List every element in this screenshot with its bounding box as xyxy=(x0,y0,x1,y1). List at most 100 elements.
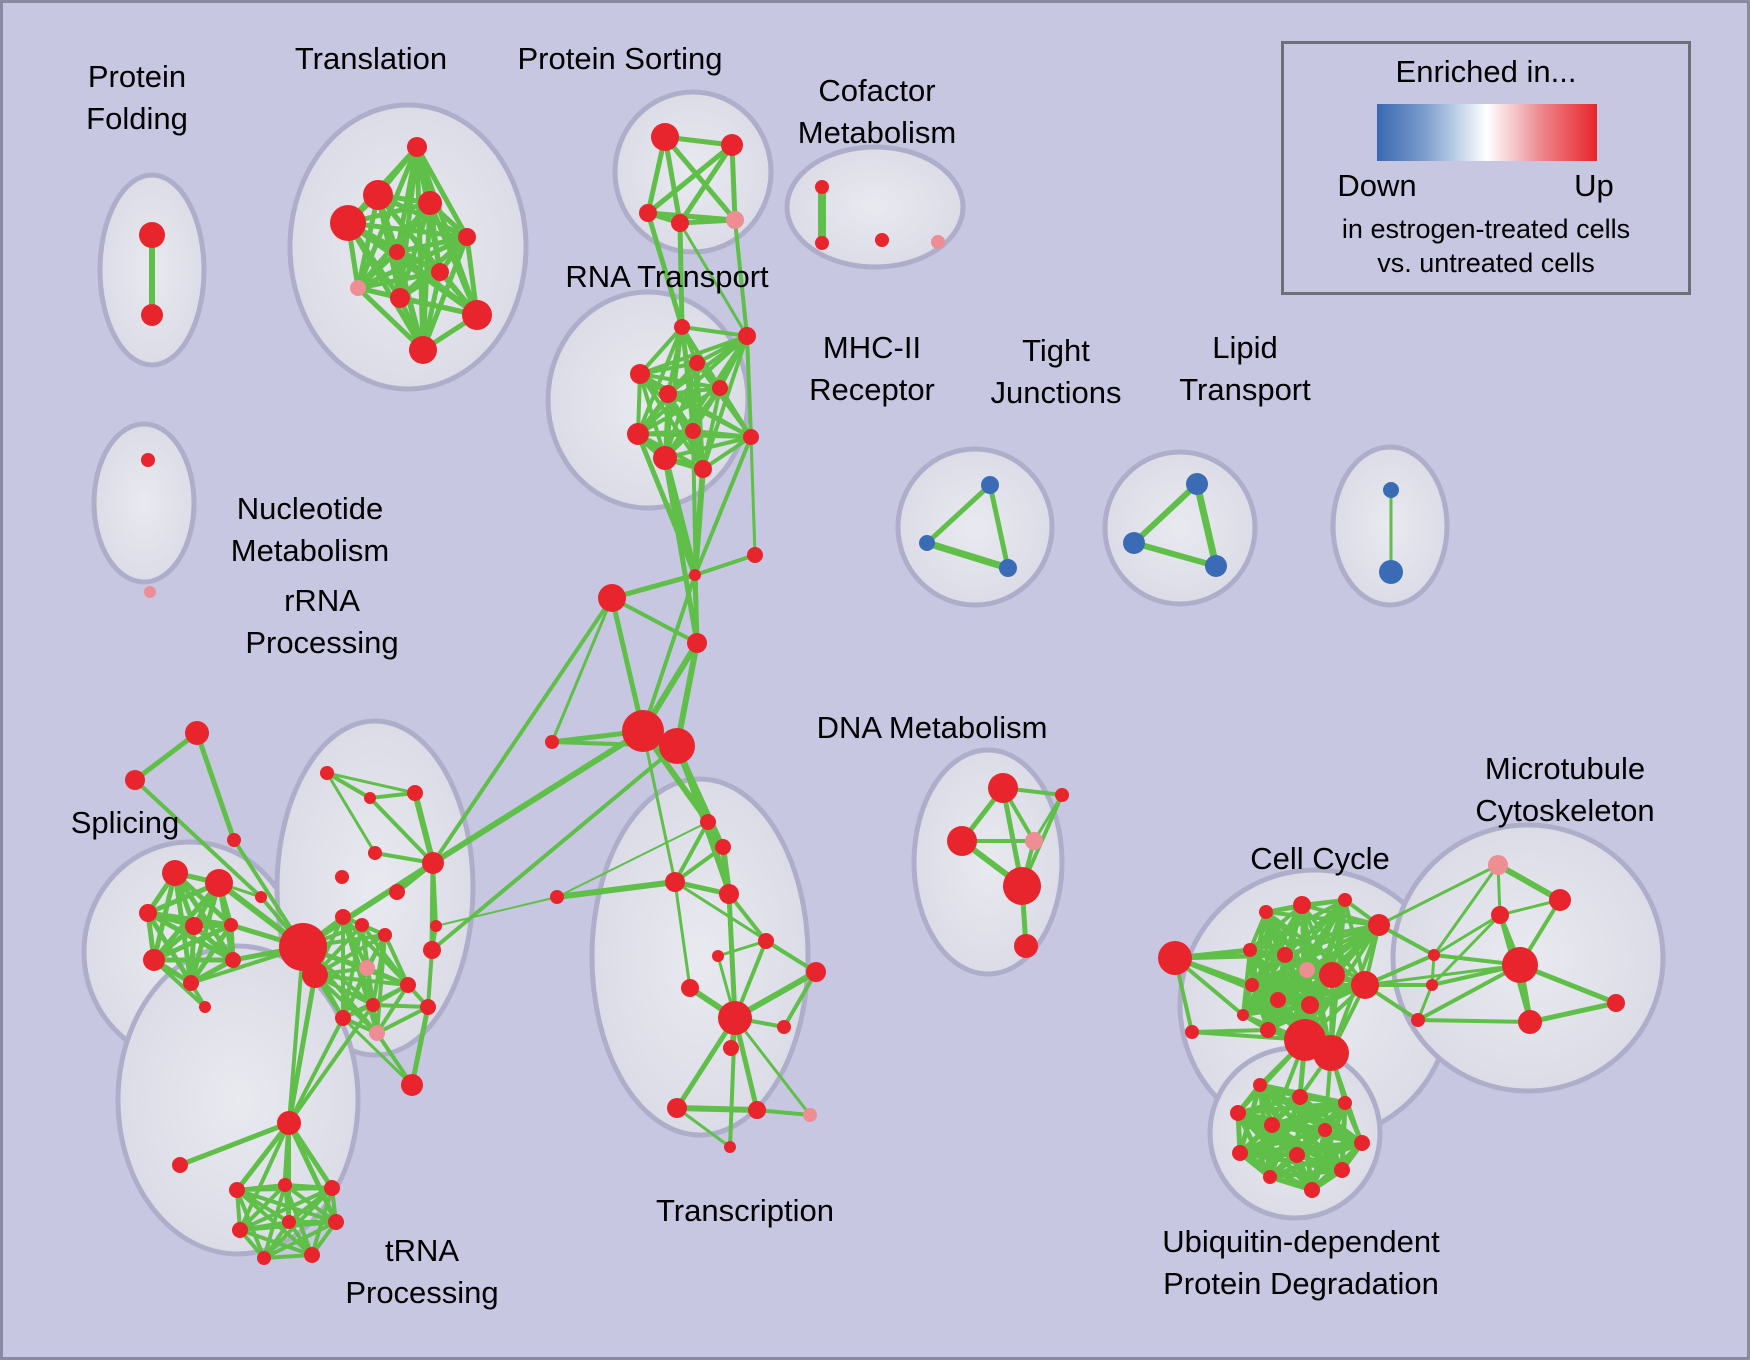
gene-set-node-104[interactable] xyxy=(777,1020,791,1034)
gene-set-node-31[interactable] xyxy=(653,446,677,470)
gene-set-node-126[interactable] xyxy=(1245,978,1259,992)
gene-set-node-86[interactable] xyxy=(229,1182,245,1198)
gene-set-node-121[interactable] xyxy=(1243,943,1257,957)
gene-set-node-42[interactable] xyxy=(144,586,156,598)
gene-set-node-50[interactable] xyxy=(185,721,209,745)
gene-set-node-73[interactable] xyxy=(355,918,369,932)
gene-set-node-1[interactable] xyxy=(141,304,163,326)
gene-set-node-40[interactable] xyxy=(1379,560,1403,584)
gene-set-node-59[interactable] xyxy=(183,975,199,991)
gene-set-node-136[interactable] xyxy=(1411,1013,1425,1027)
gene-set-node-133[interactable] xyxy=(1185,1025,1199,1039)
gene-set-node-102[interactable] xyxy=(806,962,826,982)
gene-set-node-15[interactable] xyxy=(639,204,657,222)
gene-set-node-58[interactable] xyxy=(143,949,165,971)
gene-set-node-84[interactable] xyxy=(277,1111,301,1135)
gene-set-node-144[interactable] xyxy=(1292,1089,1308,1105)
gene-set-node-124[interactable] xyxy=(1319,962,1345,988)
gene-set-node-150[interactable] xyxy=(1289,1147,1305,1163)
gene-set-node-18[interactable] xyxy=(815,180,829,194)
gene-set-node-27[interactable] xyxy=(712,380,728,396)
gene-set-node-138[interactable] xyxy=(1549,889,1571,911)
gene-set-node-146[interactable] xyxy=(1230,1105,1246,1121)
gene-set-node-5[interactable] xyxy=(330,205,366,241)
gene-set-node-112[interactable] xyxy=(947,826,977,856)
gene-set-node-127[interactable] xyxy=(1270,992,1286,1008)
gene-set-node-103[interactable] xyxy=(718,1001,752,1035)
gene-set-node-135[interactable] xyxy=(1426,979,1438,991)
gene-set-node-81[interactable] xyxy=(420,999,436,1015)
gene-set-node-20[interactable] xyxy=(875,233,889,247)
gene-set-node-22[interactable] xyxy=(674,319,690,335)
gene-set-node-30[interactable] xyxy=(743,429,759,445)
gene-set-node-107[interactable] xyxy=(748,1101,766,1119)
gene-set-node-139[interactable] xyxy=(1491,906,1509,924)
gene-set-node-44[interactable] xyxy=(747,547,763,563)
gene-set-node-19[interactable] xyxy=(815,236,829,250)
gene-set-node-134[interactable] xyxy=(1428,949,1440,961)
gene-set-node-140[interactable] xyxy=(1502,947,1538,983)
gene-set-node-87[interactable] xyxy=(278,1178,292,1192)
gene-set-node-48[interactable] xyxy=(659,728,695,764)
gene-set-node-130[interactable] xyxy=(1260,1022,1276,1038)
gene-set-node-38[interactable] xyxy=(1205,555,1227,577)
gene-set-node-26[interactable] xyxy=(659,385,677,403)
gene-set-node-79[interactable] xyxy=(369,1025,385,1041)
gene-set-node-141[interactable] xyxy=(1518,1010,1542,1034)
gene-set-node-45[interactable] xyxy=(598,584,626,612)
gene-set-node-105[interactable] xyxy=(723,1040,739,1056)
gene-set-node-95[interactable] xyxy=(715,839,731,855)
gene-set-node-93[interactable] xyxy=(304,1247,320,1263)
gene-set-node-91[interactable] xyxy=(328,1214,344,1230)
gene-set-node-137[interactable] xyxy=(1488,855,1508,875)
gene-set-node-147[interactable] xyxy=(1264,1117,1280,1133)
gene-set-node-88[interactable] xyxy=(324,1180,340,1196)
gene-set-node-148[interactable] xyxy=(1318,1123,1332,1137)
gene-set-node-99[interactable] xyxy=(758,933,774,949)
gene-set-node-98[interactable] xyxy=(550,890,564,904)
gene-set-node-92[interactable] xyxy=(257,1251,271,1265)
gene-set-node-94[interactable] xyxy=(700,814,716,830)
gene-set-node-43[interactable] xyxy=(689,569,701,581)
gene-set-node-0[interactable] xyxy=(139,222,165,248)
gene-set-node-145[interactable] xyxy=(1338,1096,1352,1110)
gene-set-node-28[interactable] xyxy=(627,423,649,445)
gene-set-node-47[interactable] xyxy=(622,710,664,752)
gene-set-node-68[interactable] xyxy=(389,884,405,900)
gene-set-node-4[interactable] xyxy=(418,191,442,215)
gene-set-node-114[interactable] xyxy=(1003,867,1041,905)
gene-set-node-29[interactable] xyxy=(685,423,701,439)
gene-set-node-89[interactable] xyxy=(232,1222,248,1238)
gene-set-node-37[interactable] xyxy=(1123,532,1145,554)
gene-set-node-49[interactable] xyxy=(545,735,559,749)
gene-set-node-24[interactable] xyxy=(689,355,705,371)
gene-set-node-100[interactable] xyxy=(712,950,724,962)
gene-set-node-142[interactable] xyxy=(1607,994,1625,1012)
gene-set-node-55[interactable] xyxy=(139,904,157,922)
gene-set-node-17[interactable] xyxy=(726,211,744,229)
gene-set-node-152[interactable] xyxy=(1263,1170,1277,1184)
gene-set-node-82[interactable] xyxy=(401,1074,423,1096)
gene-set-node-13[interactable] xyxy=(651,123,679,151)
gene-set-node-111[interactable] xyxy=(1055,788,1069,802)
gene-set-node-12[interactable] xyxy=(409,336,437,364)
gene-set-node-151[interactable] xyxy=(1354,1135,1370,1151)
gene-set-node-125[interactable] xyxy=(1351,971,1379,999)
gene-set-node-57[interactable] xyxy=(224,918,238,932)
gene-set-node-2[interactable] xyxy=(407,137,427,157)
gene-set-node-118[interactable] xyxy=(1293,896,1311,914)
gene-set-node-149[interactable] xyxy=(1232,1145,1248,1161)
gene-set-node-116[interactable] xyxy=(1158,941,1192,975)
gene-set-node-64[interactable] xyxy=(364,792,376,804)
gene-set-node-96[interactable] xyxy=(665,872,685,892)
gene-set-node-122[interactable] xyxy=(1277,947,1293,963)
gene-set-node-110[interactable] xyxy=(988,773,1018,803)
gene-set-node-14[interactable] xyxy=(721,134,743,156)
gene-set-node-23[interactable] xyxy=(738,327,756,345)
gene-set-node-11[interactable] xyxy=(462,300,492,330)
gene-set-node-80[interactable] xyxy=(423,941,441,959)
gene-set-node-63[interactable] xyxy=(320,766,334,780)
gene-set-node-85[interactable] xyxy=(172,1157,188,1173)
gene-set-node-119[interactable] xyxy=(1338,893,1352,907)
gene-set-node-101[interactable] xyxy=(681,979,699,997)
